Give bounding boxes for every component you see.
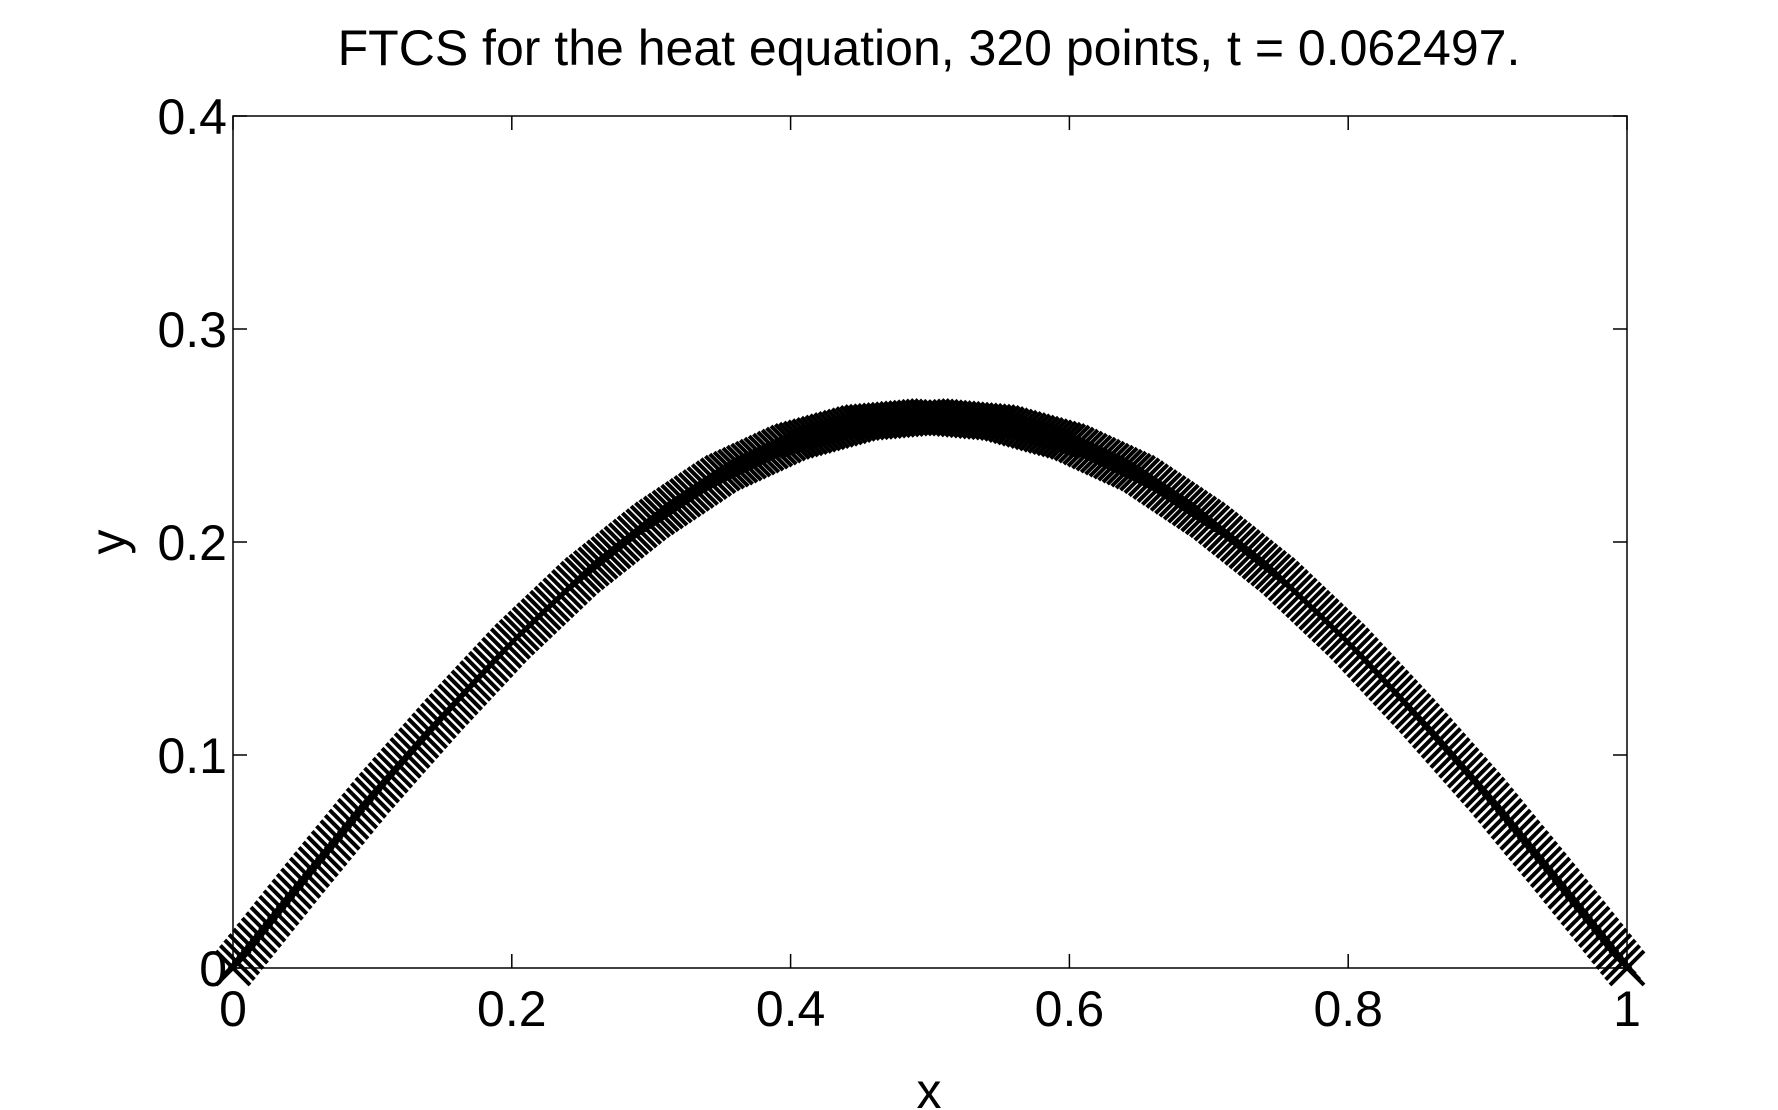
y-tick-label: 0.2	[157, 515, 227, 571]
x-axis-label: x	[917, 1063, 942, 1110]
x-tick-labels: 0 0.2 0.4 0.6 0.8 1	[219, 981, 1641, 1037]
x-tick-label: 0.8	[1313, 981, 1383, 1037]
y-tick-label: 0.1	[157, 728, 227, 784]
x-tick-label: 0.4	[756, 981, 826, 1037]
y-tick-label: 0.3	[157, 302, 227, 358]
x-tick-label: 1	[1613, 981, 1641, 1037]
x-tick-label: 0.6	[1035, 981, 1105, 1037]
y-tick-label: 0.4	[157, 89, 227, 145]
plot-area	[232, 115, 1628, 969]
data-point-marker	[1608, 949, 1646, 987]
x-tick-label: 0.2	[477, 981, 547, 1037]
y-tick-labels: 00.10.20.30.4	[157, 89, 227, 997]
data-markers	[214, 398, 1646, 987]
y-axis-label: y	[80, 530, 136, 555]
chart-title: FTCS for the heat equation, 320 points, …	[338, 20, 1521, 76]
x-tick-label: 0	[219, 981, 247, 1037]
